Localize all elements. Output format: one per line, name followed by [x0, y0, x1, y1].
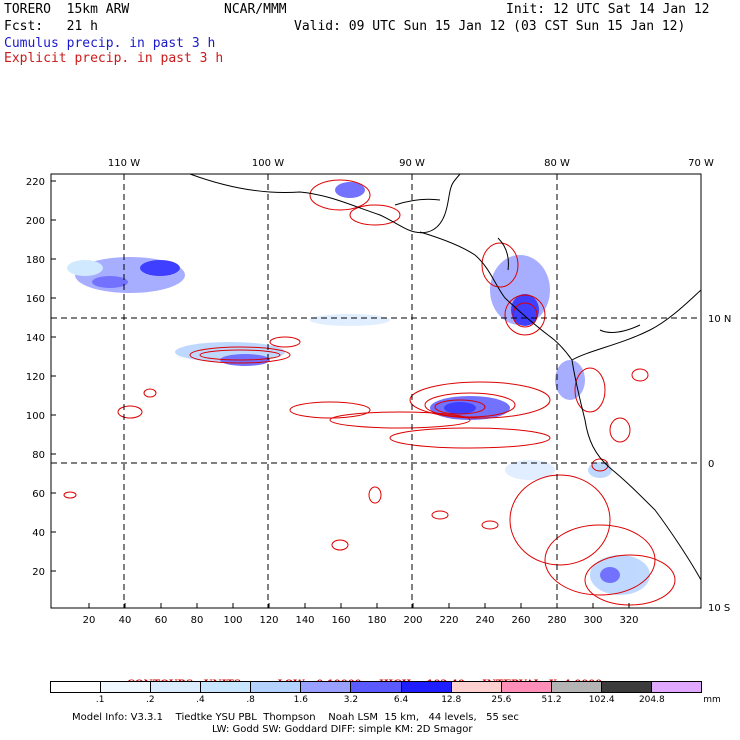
- legend-label: 1.6: [293, 695, 308, 705]
- legend-label: .2: [146, 695, 155, 705]
- legend-swatch: [151, 682, 202, 692]
- x-tick-label: 320: [619, 615, 638, 626]
- legend-label: 12.8: [441, 695, 462, 705]
- x-tick-label: 180: [367, 615, 386, 626]
- lat-label: 10 N: [708, 314, 731, 325]
- legend-label: 204.8: [638, 695, 665, 705]
- x-tick-label: 60: [155, 615, 168, 626]
- legend-label: mm: [703, 695, 721, 705]
- y-tick-label: 100: [26, 411, 45, 422]
- explicit-precip-contours: [63, 179, 676, 606]
- y-tick-label: 220: [26, 177, 45, 188]
- legend-label: 102.4: [588, 695, 615, 705]
- legend-swatch: [101, 682, 152, 692]
- valid-time: Valid: 09 UTC Sun 15 Jan 12 (03 CST Sun …: [294, 19, 686, 34]
- x-tick-label: 240: [475, 615, 494, 626]
- legend-label: .4: [196, 695, 205, 705]
- color-legend: [50, 681, 702, 693]
- lat-label: 0: [708, 459, 714, 470]
- physics-info: LW: Godd SW: Goddard DIFF: simple KM: 2D…: [212, 724, 473, 735]
- legend-label: 3.2: [343, 695, 359, 705]
- x-tick-label: 40: [119, 615, 132, 626]
- legend-swatch: [451, 682, 502, 692]
- y-tick-label: 20: [32, 567, 45, 578]
- legend-swatch: [351, 682, 402, 692]
- x-tick-label: 280: [547, 615, 566, 626]
- legend-label: 6.4: [393, 695, 409, 705]
- x-tick-label: 20: [83, 615, 96, 626]
- legend-label: 25.6: [491, 695, 512, 705]
- y-tick-label: 80: [32, 450, 45, 461]
- x-tick-label: 80: [191, 615, 204, 626]
- org-label: NCAR/MMM: [224, 2, 287, 17]
- tick-marks: [51, 180, 630, 608]
- lon-label: 110 W: [108, 158, 140, 169]
- legend-swatch: [551, 682, 602, 692]
- forecast-hour: Fcst: 21 h: [4, 19, 98, 34]
- y-tick-label: 40: [32, 528, 45, 539]
- y-tick-label: 140: [26, 333, 45, 344]
- x-tick-label: 300: [583, 615, 602, 626]
- map-frame: [50, 173, 702, 609]
- x-tick-label: 260: [511, 615, 530, 626]
- model-info: Model Info: V3.3.1 Tiedtke YSU PBL Thomp…: [72, 712, 519, 723]
- legend-swatch: [501, 682, 552, 692]
- lon-label: 100 W: [252, 158, 284, 169]
- legend-swatch: [301, 682, 352, 692]
- x-tick-label: 220: [439, 615, 458, 626]
- y-tick-label: 160: [26, 294, 45, 305]
- y-tick-label: 120: [26, 372, 45, 383]
- legend-swatch: [51, 682, 102, 692]
- legend-swatch: [401, 682, 452, 692]
- legend-label: 51.2: [541, 695, 562, 705]
- y-tick-label: 60: [32, 489, 45, 500]
- legend-label: .8: [246, 695, 255, 705]
- legend-swatch: [251, 682, 302, 692]
- y-tick-label: 200: [26, 216, 45, 227]
- x-tick-label: 200: [403, 615, 422, 626]
- cumulus-label: Cumulus precip. in past 3 h: [4, 36, 216, 51]
- legend-label: .1: [95, 695, 105, 705]
- x-tick-label: 100: [223, 615, 242, 626]
- legend-swatch: [201, 682, 252, 692]
- lon-label: 80 W: [544, 158, 570, 169]
- x-tick-label: 120: [259, 615, 278, 626]
- legend-swatch: [651, 682, 702, 692]
- legend-swatch: [601, 682, 652, 692]
- x-tick-label: 160: [331, 615, 350, 626]
- init-time: Init: 12 UTC Sat 14 Jan 12: [506, 2, 710, 17]
- explicit-label: Explicit precip. in past 3 h: [4, 51, 224, 66]
- lon-label: 70 W: [688, 158, 714, 169]
- coastlines: [189, 174, 701, 581]
- lat-label: 10 S: [708, 603, 730, 614]
- lat-lon-grid: [51, 174, 701, 608]
- y-tick-label: 180: [26, 255, 45, 266]
- model-title: TORERO 15km ARW: [4, 2, 130, 17]
- x-tick-label: 140: [295, 615, 314, 626]
- lon-label: 90 W: [399, 158, 425, 169]
